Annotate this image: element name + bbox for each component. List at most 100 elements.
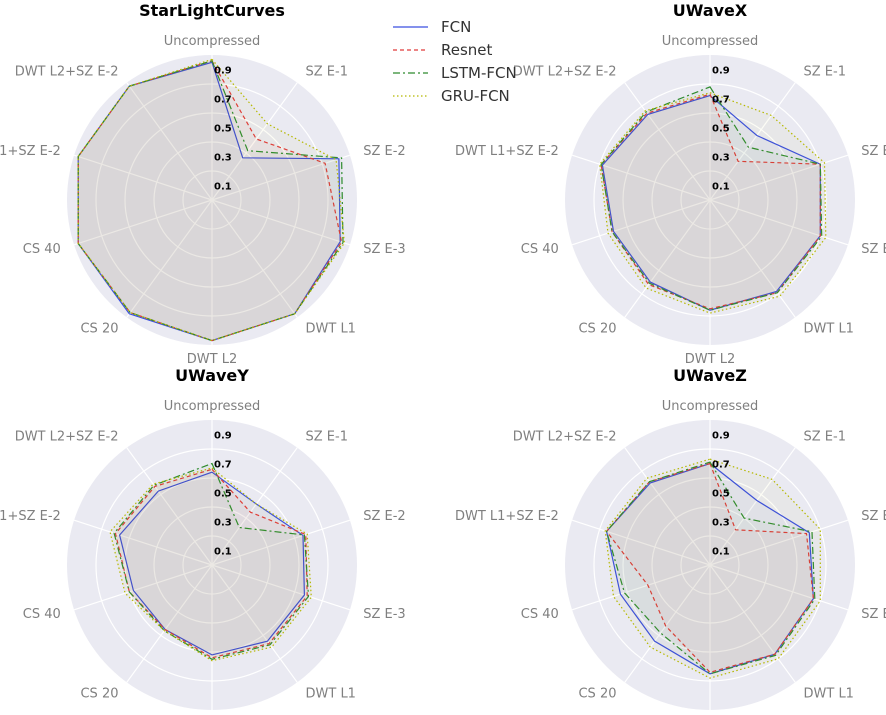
axis-label: DWT L1+SZ E-2 [0,509,61,524]
grid-spoke-9 [624,82,711,201]
axis-label: DWT L2 [187,352,237,367]
series-gru-fcn [604,458,821,679]
grid-spoke-4 [211,564,298,683]
radial-tick-label: 0.7 [214,460,232,471]
grid-spoke-1 [709,447,796,566]
axis-label: CS 40 [521,607,559,622]
axis-label: DWT L2+SZ E-2 [513,429,617,444]
grid-spoke-6 [624,564,711,683]
radar-subplot-0: 0.1 0.3 0.5 0.7 0.9 Uncompressed SZ E-1 SZ E-2 S… [0,1,406,367]
radial-tick-label: 0.5 [712,124,730,135]
axis-label: DWT L1+SZ E-2 [455,509,559,524]
radial-tick-label: 0.3 [214,153,232,164]
grid-spoke-3 [709,199,849,246]
series-lstm-fcn [600,86,823,311]
grid-spoke-1 [709,82,796,201]
axis-label: Uncompressed [164,34,261,49]
axis-label: SZ E-2 [363,144,405,159]
radial-tick-label: 0.7 [214,95,232,106]
series-resnet [77,60,343,342]
radial-tick-label: 0.1 [712,182,730,193]
grid-spoke-3 [211,564,351,611]
radial-tick-label: 0.9 [214,66,232,77]
axis-label: SZ E-3 [363,607,405,622]
series-fcn [601,94,821,311]
legend-label: GRU-FCN [441,87,510,105]
series-lstm-fcn [605,461,816,675]
axis-label: DWT L1+SZ E-2 [0,144,61,159]
subplot-title: UWaveX [673,1,748,20]
axis-label: Uncompressed [662,399,759,414]
radial-tick-label: 0.3 [214,518,232,529]
grid-spoke-4 [709,199,796,318]
axis-label: DWT L1 [306,687,356,702]
radial-tick-label: 0.9 [214,431,232,442]
grid-spoke-2 [211,519,351,566]
grid-spoke-3 [211,199,351,246]
axis-label: CS 20 [80,687,118,702]
grid-spoke-6 [126,564,213,683]
axis-label: DWT L2+SZ E-2 [15,429,119,444]
grid-spoke-4 [211,199,298,318]
radar-subplot-2: 0.1 0.3 0.5 0.7 0.9 Uncompressed SZ E-1 SZ E-2 S… [0,366,406,710]
grid-spoke-7 [571,199,711,246]
axis-label: SZ E-1 [306,429,348,444]
radial-tick-label: 0.5 [214,489,232,500]
subplot-title: UWaveZ [673,366,747,385]
radial-tick-label: 0.7 [712,460,730,471]
grid-spoke-8 [73,154,213,201]
radial-tick-label: 0.1 [214,182,232,193]
legend-label: FCN [441,18,471,36]
radial-tick-label: 0.9 [712,431,730,442]
axis-label: CS 20 [80,322,118,337]
radial-tick-label: 0.1 [712,547,730,558]
radar-subplot-1: 0.1 0.3 0.5 0.7 0.9 Uncompressed SZ E-1 SZ E-2 S… [455,1,886,367]
axis-label: CS 20 [578,687,616,702]
subplot-title: UWaveY [175,366,249,385]
radial-tick-label: 0.3 [712,518,730,529]
axis-label: SZ E-3 [363,242,405,257]
grid-spoke-8 [571,519,711,566]
grid-spoke-2 [709,519,849,566]
radial-tick-label: 0.5 [214,124,232,135]
legend-label: Resnet [441,41,493,59]
grid-spoke-8 [73,519,213,566]
radial-tick-label: 0.1 [214,547,232,558]
axis-label: SZ E-1 [804,429,846,444]
radial-tick-label: 0.3 [712,153,730,164]
series-lstm-fcn [113,462,310,660]
axis-label: DWT L2+SZ E-2 [15,64,119,79]
axis-label: DWT L1+SZ E-2 [455,144,559,159]
grid-spoke-6 [624,199,711,318]
grid-spoke-4 [709,564,796,683]
grid-spoke-9 [624,447,711,566]
axis-label: SZ E-1 [306,64,348,79]
axis-label: Uncompressed [164,399,261,414]
radial-tick-label: 0.9 [712,66,730,77]
grid-spoke-1 [211,82,298,201]
grid-spoke-7 [73,199,213,246]
grid-spoke-1 [211,447,298,566]
axis-label: DWT L1 [804,322,854,337]
axis-label: DWT L1 [306,322,356,337]
grid-spoke-8 [571,154,711,201]
axis-label: DWT L2 [685,352,735,367]
series-fcn [118,471,306,656]
axis-label: SZ E-2 [861,509,886,524]
axis-label: SZ E-3 [861,242,886,257]
axis-label: SZ E-2 [363,509,405,524]
grid-spoke-7 [571,564,711,611]
grid-spoke-6 [126,199,213,318]
grid-spoke-3 [709,564,849,611]
series-gru-fcn [599,92,827,314]
radial-tick-label: 0.5 [712,489,730,500]
grid-spoke-9 [126,82,213,201]
grid-spoke-7 [73,564,213,611]
axis-label: SZ E-1 [804,64,846,79]
axis-label: DWT L1 [804,687,854,702]
subplot-title: StarLightCurves [139,1,285,20]
grid-spoke-2 [211,154,351,201]
radar-subplot-3: 0.1 0.3 0.5 0.7 0.9 Uncompressed SZ E-1 SZ E-2 S… [455,366,886,710]
axis-label: Uncompressed [662,34,759,49]
